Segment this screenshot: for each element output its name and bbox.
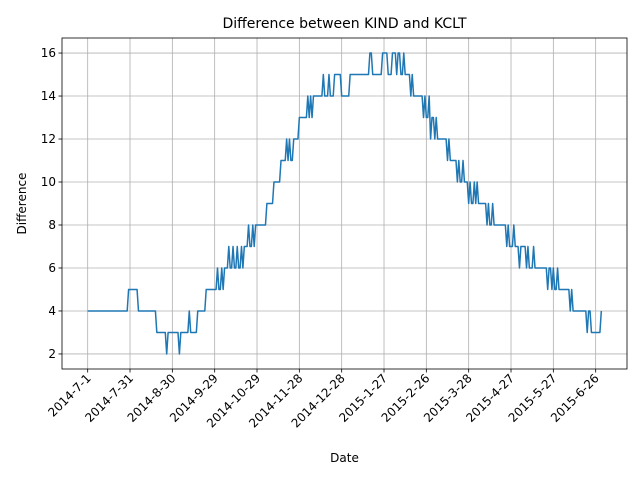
y-tick-label: 16 [41, 46, 56, 60]
y-axis-label: Difference [15, 173, 29, 235]
plot-frame [61, 37, 628, 370]
y-tick-label: 6 [48, 261, 56, 275]
y-tick-label: 4 [48, 304, 56, 318]
y-tick-label: 12 [41, 132, 56, 146]
y-tick-label: 8 [48, 218, 56, 232]
y-tick-label: 14 [41, 89, 56, 103]
x-axis-label: Date [330, 451, 359, 465]
y-tick-label: 2 [48, 347, 56, 361]
chart-title: Difference between KIND and KCLT [222, 16, 466, 32]
data-line [87, 52, 603, 355]
y-tick-label: 10 [41, 175, 56, 189]
